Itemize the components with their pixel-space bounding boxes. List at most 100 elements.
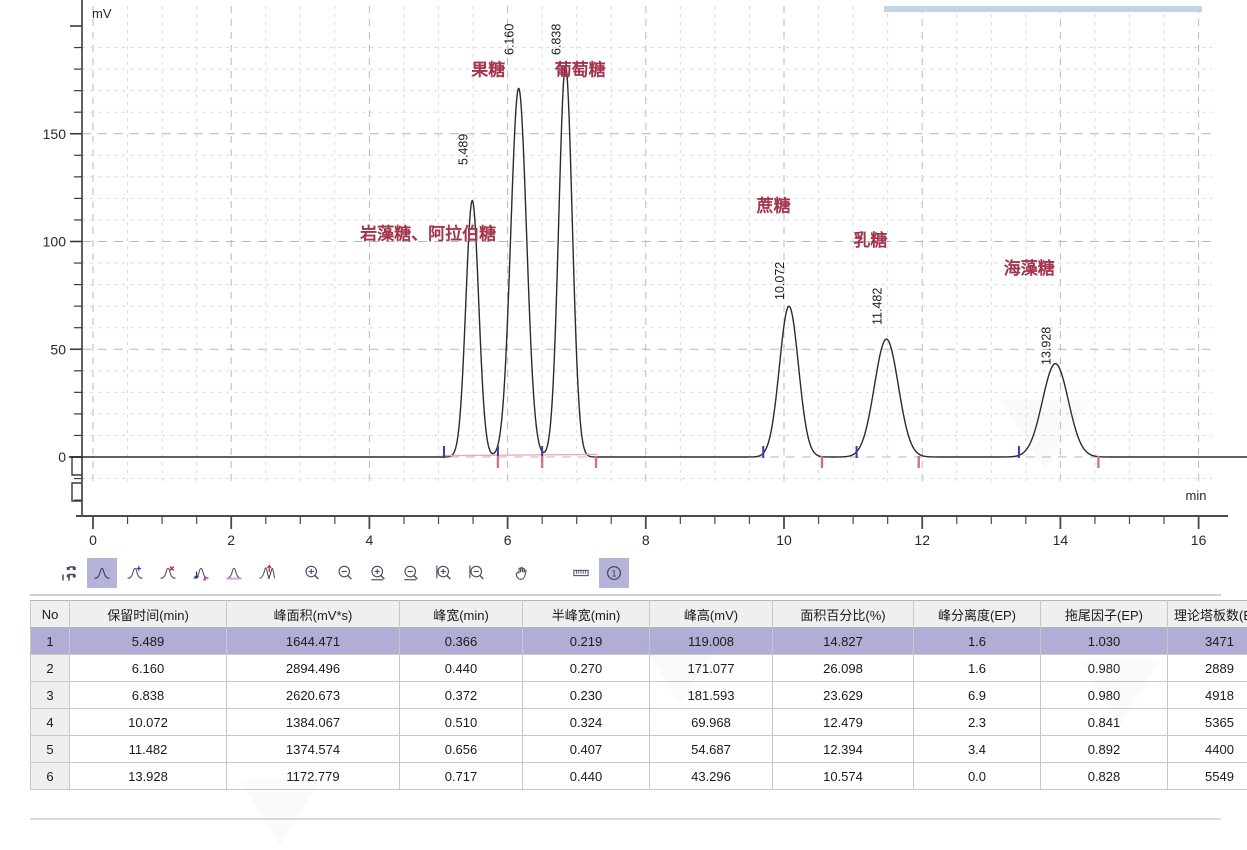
table-cell[interactable]: 0.407 — [522, 735, 650, 763]
toolbar-peak-split-button[interactable] — [186, 558, 216, 588]
table-cell-row-number[interactable]: 6 — [30, 762, 70, 790]
chromatogram-plot[interactable]: 0 50 100 150 mV 0 2 4 6 8 10 12 14 16 min 5.489 6.160 6.8… — [0, 0, 1247, 548]
table-column-header[interactable]: 保留时间(min) — [69, 600, 227, 628]
table-cell[interactable]: 11.482 — [69, 735, 227, 763]
toolbar-channel-one-button[interactable]: 1 — [599, 558, 629, 588]
table-cell-row-number[interactable]: 5 — [30, 735, 70, 763]
toolbar-ruler-button[interactable] — [566, 558, 596, 588]
table-cell[interactable]: 0.219 — [522, 627, 650, 655]
table-cell[interactable]: 10.574 — [772, 762, 914, 790]
table-cell-row-number[interactable]: 3 — [30, 681, 70, 709]
table-cell[interactable]: 1.6 — [913, 654, 1041, 682]
table-cell[interactable]: 1.6 — [913, 627, 1041, 655]
table-cell[interactable]: 0.828 — [1040, 762, 1168, 790]
table-cell[interactable]: 0.510 — [399, 708, 523, 736]
table-cell[interactable]: 0.841 — [1040, 708, 1168, 736]
table-cell[interactable]: 6.9 — [913, 681, 1041, 709]
table-cell[interactable]: 1644.471 — [226, 627, 400, 655]
toolbar-pan-hand-button[interactable] — [507, 558, 537, 588]
table-cell[interactable]: 1172.779 — [226, 762, 400, 790]
table-cell[interactable]: 0.656 — [399, 735, 523, 763]
table-cell[interactable]: 0.717 — [399, 762, 523, 790]
table-row[interactable]: 6 13.928 1172.779 0.717 0.440 43.296 10.574 0.0… — [30, 762, 1247, 790]
table-column-header[interactable]: 半峰宽(min) — [522, 600, 650, 628]
table-column-header[interactable]: 峰分离度(EP) — [913, 600, 1041, 628]
table-column-header[interactable]: No — [30, 600, 70, 628]
peak-results-panel[interactable]: No 保留时间(min) 峰面积(mV*s) 峰宽(min) 半峰宽(min) 峰高(mV… — [30, 600, 1247, 790]
table-row[interactable]: 4 10.072 1384.067 0.510 0.324 69.968 12.479 2.3… — [30, 708, 1247, 736]
toolbar-peak-select-button[interactable] — [87, 558, 117, 588]
table-column-header[interactable]: 峰宽(min) — [399, 600, 523, 628]
toolbar-peak-merge-button[interactable] — [252, 558, 282, 588]
table-cell[interactable]: 0.980 — [1040, 654, 1168, 682]
table-cell[interactable]: 10.072 — [69, 708, 227, 736]
table-cell[interactable]: 5.489 — [69, 627, 227, 655]
table-row[interactable]: 2 6.160 2894.496 0.440 0.270 171.077 26.098 1.6… — [30, 654, 1247, 682]
table-cell[interactable]: 5365 — [1167, 708, 1247, 736]
table-column-header[interactable]: 峰面积(mV*s) — [226, 600, 400, 628]
toolbar-peak-add-button[interactable] — [120, 558, 150, 588]
table-column-header[interactable]: 峰高(mV) — [649, 600, 773, 628]
toolbar-zoom-in-vertical-button[interactable] — [363, 558, 393, 588]
table-cell[interactable]: 26.098 — [772, 654, 914, 682]
table-cell[interactable]: 13.928 — [69, 762, 227, 790]
toolbar-zoom-in-button[interactable] — [297, 558, 327, 588]
table-cell-row-number[interactable]: 4 — [30, 708, 70, 736]
table-row[interactable]: 1 5.489 1644.471 0.366 0.219 119.008 14.827 1.6… — [30, 627, 1247, 655]
table-cell[interactable]: 171.077 — [649, 654, 773, 682]
table-cell[interactable]: 2620.673 — [226, 681, 400, 709]
table-cell[interactable]: 69.968 — [649, 708, 773, 736]
table-cell[interactable]: 4400 — [1167, 735, 1247, 763]
toolbar-zoom-out-horizontal-button[interactable] — [462, 558, 492, 588]
table-cell[interactable]: 23.629 — [772, 681, 914, 709]
table-body[interactable]: 1 5.489 1644.471 0.366 0.219 119.008 14.827 1.6… — [30, 627, 1247, 790]
table-cell[interactable]: 0.372 — [399, 681, 523, 709]
table-cell[interactable]: 54.687 — [649, 735, 773, 763]
table-cell[interactable]: 12.479 — [772, 708, 914, 736]
table-cell[interactable]: 1384.067 — [226, 708, 400, 736]
table-cell[interactable]: 0.980 — [1040, 681, 1168, 709]
table-cell[interactable]: 3.4 — [913, 735, 1041, 763]
table-cell[interactable]: 0.0 — [913, 762, 1041, 790]
table-cell[interactable]: 1374.574 — [226, 735, 400, 763]
chromatogram-trace[interactable] — [68, 64, 1247, 458]
table-cell[interactable]: 5549 — [1167, 762, 1247, 790]
toolbar-zoom-out-vertical-button[interactable] — [396, 558, 426, 588]
table-cell[interactable]: 0.440 — [399, 654, 523, 682]
table-column-header[interactable]: 拖尾因子(EP) — [1040, 600, 1168, 628]
table-cell-row-number[interactable]: 2 — [30, 654, 70, 682]
table-cell[interactable]: 43.296 — [649, 762, 773, 790]
table-column-header[interactable]: 理论塔板数(EP) — [1167, 600, 1247, 628]
toolbar-fit-to-window-button[interactable] — [54, 558, 84, 588]
table-cell[interactable]: 0.324 — [522, 708, 650, 736]
toolbar-zoom-in-horizontal-button[interactable] — [429, 558, 459, 588]
table-cell[interactable]: 2.3 — [913, 708, 1041, 736]
table-cell[interactable]: 0.366 — [399, 627, 523, 655]
table-cell[interactable]: 12.394 — [772, 735, 914, 763]
table-cell[interactable]: 3471 — [1167, 627, 1247, 655]
chromatogram-panel[interactable]: 0 50 100 150 mV 0 2 4 6 8 10 12 14 16 min 5.489 6.160 6.8… — [0, 0, 1247, 548]
top-selection-bar[interactable] — [884, 6, 1202, 12]
table-row[interactable]: 3 6.838 2620.673 0.372 0.230 181.593 23.629 6.9… — [30, 681, 1247, 709]
table-cell[interactable]: 2894.496 — [226, 654, 400, 682]
toolbar-peak-delete-button[interactable] — [153, 558, 183, 588]
table-cell[interactable]: 6.160 — [69, 654, 227, 682]
table-row[interactable]: 5 11.482 1374.574 0.656 0.407 54.687 12.394 3.4… — [30, 735, 1247, 763]
table-cell[interactable]: 181.593 — [649, 681, 773, 709]
chromatogram-toolbar[interactable]: 1 — [0, 548, 1247, 598]
table-cell[interactable]: 119.008 — [649, 627, 773, 655]
table-column-header[interactable]: 面积百分比(%) — [772, 600, 914, 628]
peak-results-table[interactable]: No 保留时间(min) 峰面积(mV*s) 峰宽(min) 半峰宽(min) 峰高(mV… — [30, 600, 1247, 790]
table-cell[interactable]: 0.440 — [522, 762, 650, 790]
table-cell[interactable]: 14.827 — [772, 627, 914, 655]
toolbar-peak-baseline-button[interactable] — [219, 558, 249, 588]
table-cell[interactable]: 0.892 — [1040, 735, 1168, 763]
table-cell[interactable]: 2889 — [1167, 654, 1247, 682]
table-cell[interactable]: 0.270 — [522, 654, 650, 682]
toolbar-zoom-out-button[interactable] — [330, 558, 360, 588]
table-cell[interactable]: 1.030 — [1040, 627, 1168, 655]
table-cell[interactable]: 4918 — [1167, 681, 1247, 709]
peak-markers[interactable] — [443, 446, 1100, 468]
table-cell[interactable]: 0.230 — [522, 681, 650, 709]
table-cell[interactable]: 6.838 — [69, 681, 227, 709]
